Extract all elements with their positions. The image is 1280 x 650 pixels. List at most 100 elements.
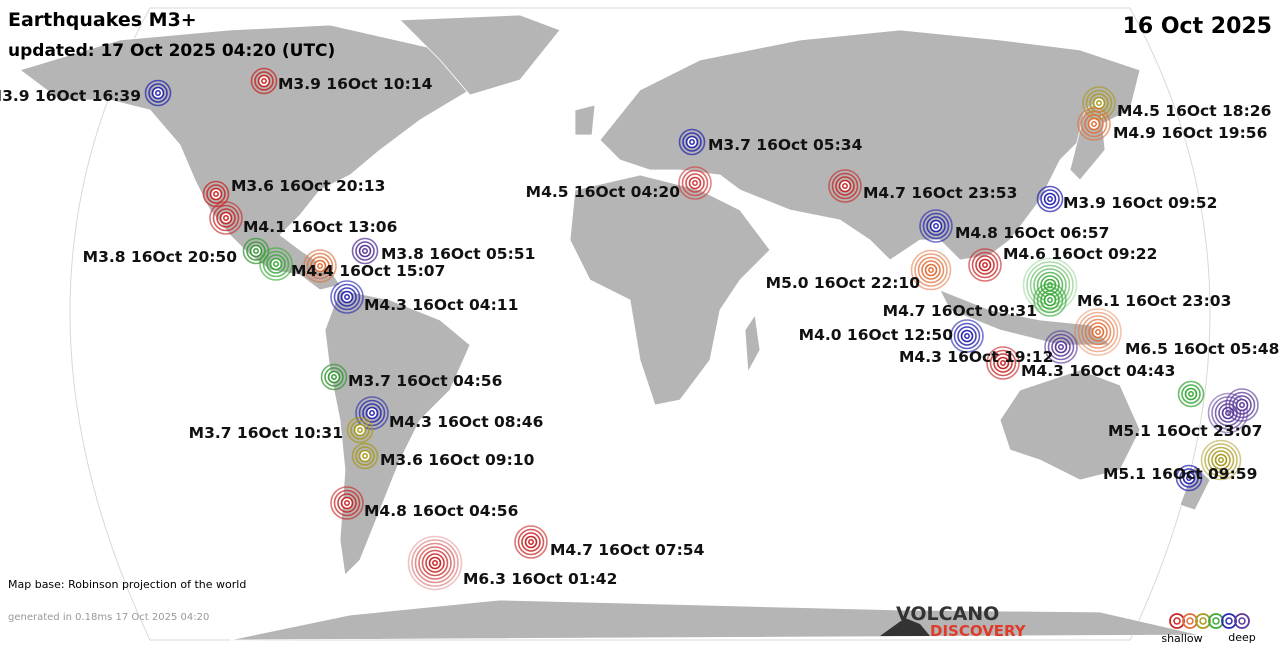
quake-marker xyxy=(407,535,463,591)
legend-deep: deep xyxy=(1228,631,1256,644)
legend: shallow deep xyxy=(1161,613,1256,645)
logo-icon xyxy=(880,618,930,636)
quake-ring xyxy=(993,353,1013,373)
quake-ring xyxy=(266,254,286,274)
quake-ring xyxy=(926,216,946,236)
quake-ring xyxy=(1081,315,1115,349)
quake-ring xyxy=(212,204,240,232)
quake-marker xyxy=(1044,330,1078,364)
quake-label: M4.4 16Oct 15:07 xyxy=(291,262,445,280)
legend-ring xyxy=(1195,613,1211,629)
legend-ring xyxy=(1225,617,1233,625)
quake-label: M4.1 16Oct 13:06 xyxy=(243,218,397,236)
quake-ring xyxy=(919,209,953,243)
quake-label: M3.8 16Oct 05:51 xyxy=(381,245,535,263)
map-base: Map base: Robinson projection of the wor… xyxy=(8,578,246,591)
quake-ring xyxy=(254,71,274,91)
quake-ring xyxy=(914,253,948,287)
quake-ring xyxy=(1044,330,1078,364)
quake-marker xyxy=(1077,107,1111,141)
quake-ring xyxy=(337,493,357,513)
quake-ring xyxy=(330,280,364,314)
legend-ring xyxy=(1234,613,1250,629)
quake-ring xyxy=(337,287,357,307)
quake-ring xyxy=(1022,257,1078,313)
quake-label: M6.3 16Oct 01:42 xyxy=(463,570,617,588)
quake-label: M3.7 16Oct 10:31 xyxy=(189,424,343,442)
quake-label: M4.7 16Oct 09:31 xyxy=(883,302,1037,320)
quake-ring xyxy=(333,489,361,517)
quake-ring xyxy=(678,128,706,156)
quake-ring xyxy=(216,208,236,228)
quake-ring xyxy=(310,256,330,276)
quake-center xyxy=(1058,344,1064,350)
quake-ring xyxy=(831,172,859,200)
quake-ring xyxy=(917,256,945,284)
quake-label: M6.1 16Oct 23:03 xyxy=(1077,292,1231,310)
quake-label: M4.3 16Oct 08:46 xyxy=(389,413,543,431)
quake-center xyxy=(344,500,350,506)
quake-marker xyxy=(351,237,379,265)
quake-marker xyxy=(678,128,706,156)
quake-center xyxy=(842,183,848,189)
quake-label: M5.1 16Oct 09:59 xyxy=(1103,465,1257,483)
quake-ring xyxy=(1228,391,1256,419)
legend-ring xyxy=(1221,613,1237,629)
quake-ring xyxy=(521,532,541,552)
quake-label: M6.5 16Oct 05:48 xyxy=(1125,340,1279,358)
quake-ring xyxy=(1181,384,1201,404)
quake-center xyxy=(1239,402,1245,408)
quake-marker xyxy=(828,169,862,203)
quake-ring xyxy=(989,349,1017,377)
quake-ring xyxy=(1040,290,1060,310)
quake-center xyxy=(261,78,267,84)
quake-center xyxy=(344,294,350,300)
quake-ring xyxy=(407,535,463,591)
quake-label: M3.9 16Oct 10:14 xyxy=(278,75,433,93)
quake-ring xyxy=(262,250,290,278)
quake-ring xyxy=(362,403,382,423)
quake-marker xyxy=(986,346,1020,380)
quake-ring xyxy=(957,326,977,346)
quake-ring xyxy=(250,67,278,95)
quake-marker xyxy=(259,247,293,281)
legend-ring xyxy=(1199,617,1207,625)
quake-ring xyxy=(1051,337,1071,357)
quake-ring xyxy=(950,319,984,353)
quake-label: M4.9 16Oct 19:56 xyxy=(1113,124,1267,142)
quake-marker xyxy=(1177,380,1205,408)
quake-ring xyxy=(828,169,862,203)
quake-marker xyxy=(303,249,337,283)
quake-ring xyxy=(1204,443,1238,477)
quake-marker xyxy=(1175,464,1203,492)
updated: updated: 17 Oct 2025 04:20 (UTC) xyxy=(8,41,335,61)
quake-ring xyxy=(350,420,370,440)
quake-center xyxy=(273,261,279,267)
quake-ring xyxy=(421,549,449,577)
quake-ring xyxy=(1084,114,1104,134)
quake-marker xyxy=(1033,283,1067,317)
quake-center xyxy=(982,262,988,268)
quake-ring xyxy=(986,346,1020,380)
quake-ring xyxy=(1040,189,1060,209)
quake-center xyxy=(689,139,695,145)
quake-ring xyxy=(414,542,456,584)
quake-label: M5.1 16Oct 23:07 xyxy=(1108,422,1262,440)
legend-ring xyxy=(1182,613,1198,629)
quake-label: M4.7 16Oct 07:54 xyxy=(550,541,705,559)
quake-ring xyxy=(910,249,952,291)
quake-ring xyxy=(1047,333,1075,361)
logo-bottom: DISCOVERY xyxy=(930,622,1027,640)
quake-center xyxy=(1091,121,1097,127)
legend-ring xyxy=(1208,613,1224,629)
quake-ring xyxy=(246,241,266,261)
quake-ring xyxy=(678,166,712,200)
quake-center xyxy=(1047,297,1053,303)
quake-marker xyxy=(950,319,984,353)
quake-center xyxy=(1218,457,1224,463)
quake-ring xyxy=(259,247,293,281)
quake-marker xyxy=(250,67,278,95)
quake-center xyxy=(357,427,363,433)
quake-marker xyxy=(910,249,952,291)
